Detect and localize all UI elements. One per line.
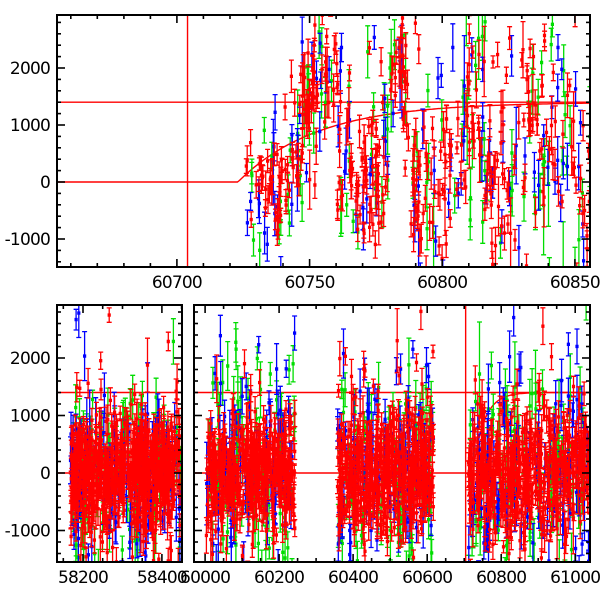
series-red-band-markers-top xyxy=(244,15,590,267)
axis-ticks-bottom-right xyxy=(194,305,590,562)
x-tick-label: 60200 xyxy=(254,568,304,588)
panel-data-area-bottom-right xyxy=(194,305,590,562)
y-tick-label: -1000 xyxy=(5,230,50,250)
x-tick-label: 60700 xyxy=(152,273,202,293)
panel-data-area-top xyxy=(57,15,590,267)
y-tick-label: -1000 xyxy=(5,522,50,542)
x-tick-label: 60800 xyxy=(476,568,526,588)
series-red-band-markers-bottom-right xyxy=(204,309,590,560)
x-tick-label: 61000 xyxy=(550,568,600,588)
y-tick-label: 2000 xyxy=(10,59,50,79)
model-curve xyxy=(57,102,590,183)
panel-frame-top xyxy=(56,14,591,268)
x-tick-label: 60750 xyxy=(285,273,335,293)
y-tick-label: 0 xyxy=(40,464,50,484)
x-tick-label: 60800 xyxy=(417,273,467,293)
y-tick-label: 1000 xyxy=(10,116,50,136)
y-tick-label: 1000 xyxy=(10,407,50,427)
y-tick-label: 0 xyxy=(40,173,50,193)
panel-data-area-bottom-left xyxy=(57,305,182,562)
axis-ticks-top xyxy=(57,15,590,267)
x-tick-label: 58400 xyxy=(137,568,187,588)
axis-ticks-bottom-left xyxy=(57,305,183,562)
x-tick-label: 60600 xyxy=(402,568,452,588)
panel-frame-bottom-right xyxy=(193,304,591,563)
x-tick-label: 60400 xyxy=(328,568,378,588)
x-tick-label: 60000 xyxy=(180,568,230,588)
series-red-band-markers-bottom-left xyxy=(69,313,182,562)
x-tick-label: 60850 xyxy=(550,273,600,293)
y-tick-label: 2000 xyxy=(10,349,50,369)
panel-frame-bottom-left xyxy=(56,304,183,563)
x-tick-label: 58200 xyxy=(58,568,108,588)
